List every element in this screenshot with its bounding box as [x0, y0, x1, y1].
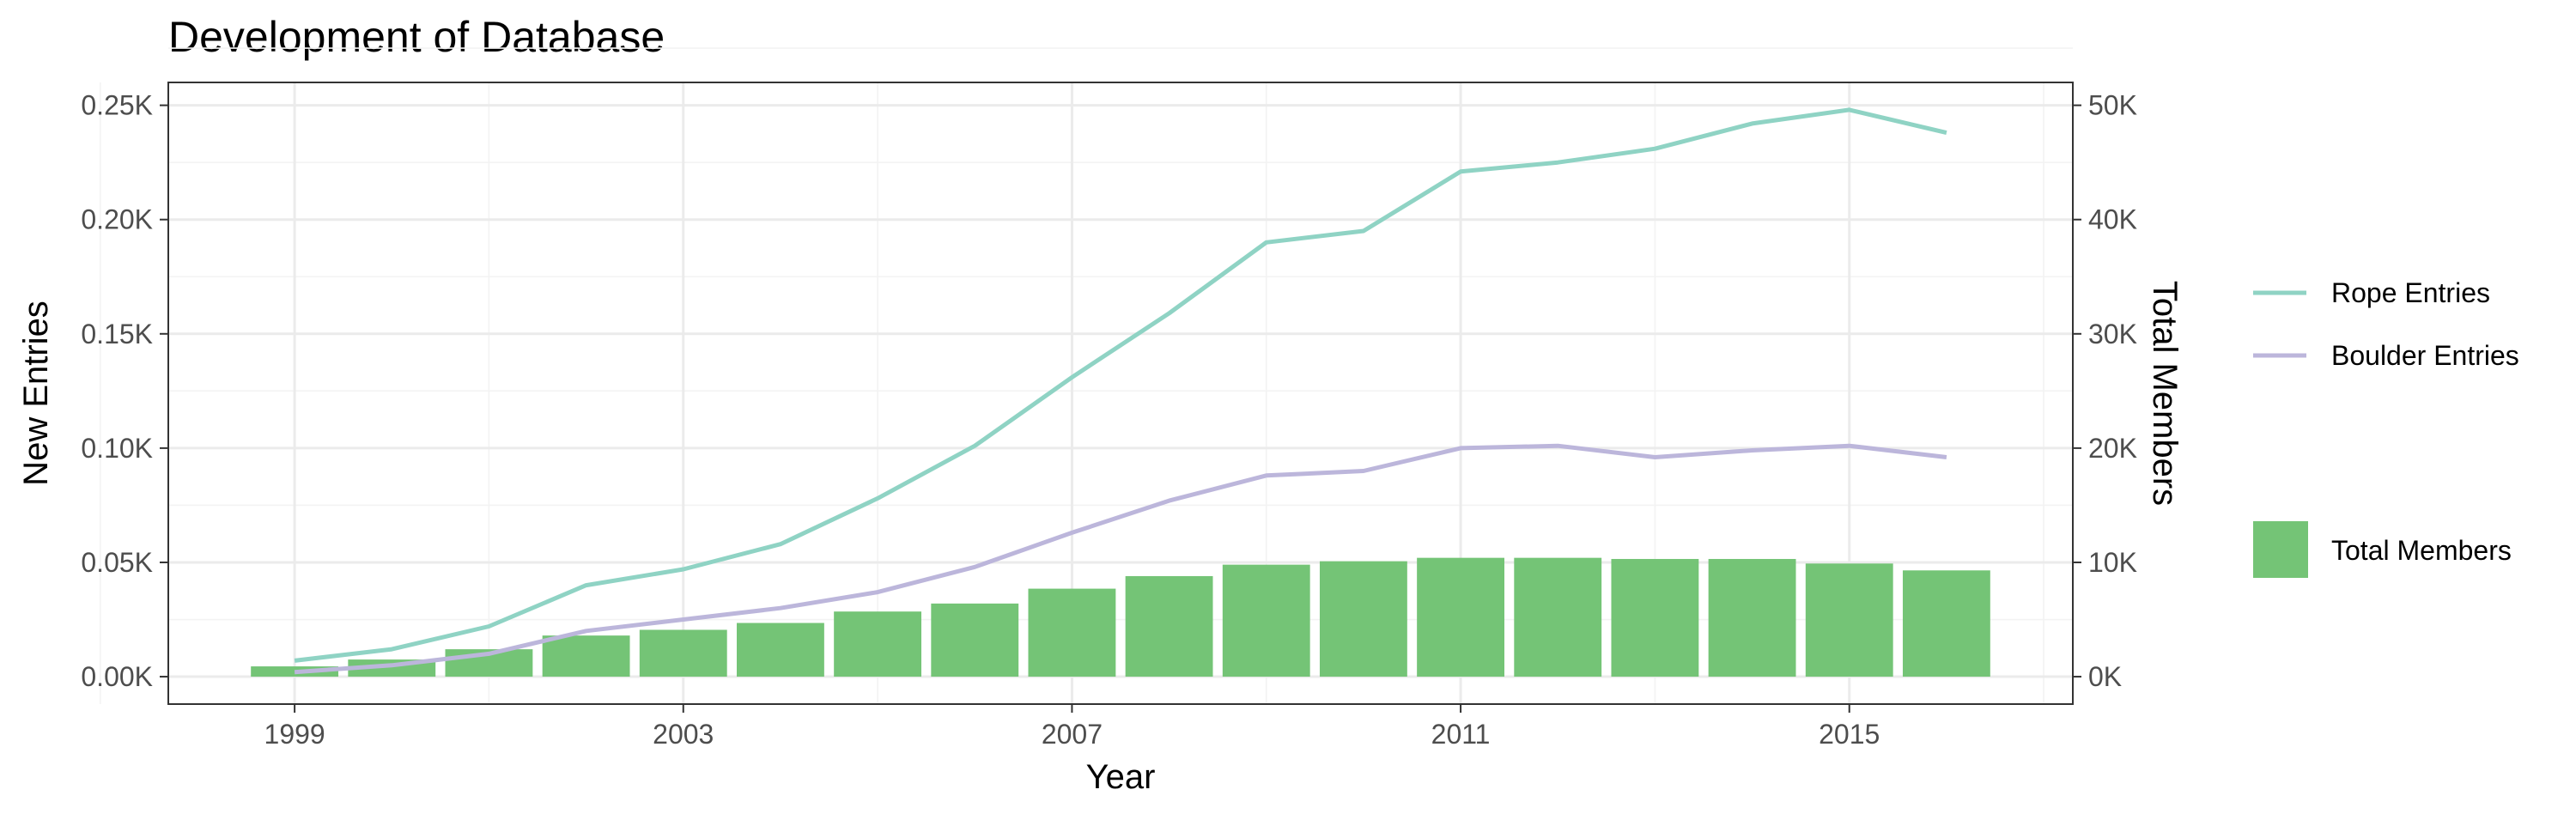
line-boulder-entries — [294, 443, 1947, 675]
x-tick-label: 1999 — [264, 719, 325, 750]
bar-total-members-2008 — [1125, 575, 1213, 677]
y2-tick-label: 40K — [2088, 204, 2137, 235]
y-tick-label: 0.00K — [81, 661, 153, 692]
plot-panel-border — [167, 82, 2074, 705]
bar-total-members-2012 — [1514, 557, 1602, 677]
y2-axis-title: Total Members — [2146, 281, 2184, 506]
y-tick-label: 0.15K — [81, 319, 153, 349]
bar-total-members-2003 — [639, 629, 727, 677]
bars — [251, 557, 1990, 677]
y-tick-label: 0.05K — [81, 547, 153, 578]
y2-tick-label: 20K — [2088, 433, 2137, 464]
x-axis-title: Year — [1086, 758, 1156, 796]
x-tick-label: 2003 — [653, 719, 714, 750]
legend: Rope Entries Boulder Entries Total Membe… — [2253, 277, 2519, 578]
bar-total-members-2004 — [737, 623, 824, 677]
bar-total-members-2007 — [1028, 588, 1116, 677]
bar-total-members-2011 — [1417, 557, 1504, 677]
x-tick-label: 2015 — [1819, 719, 1880, 750]
y2-tick-label: 0K — [2088, 661, 2122, 692]
bar-total-members-2010 — [1319, 561, 1407, 677]
y2-tick-label: 50K — [2088, 90, 2137, 121]
bar-total-members-2015 — [1805, 563, 1893, 677]
legend-label-total-members: Total Members — [2331, 535, 2512, 566]
y-axis-title: New Entries — [17, 301, 55, 486]
y2-tick-label: 30K — [2088, 319, 2137, 349]
legend-label-boulder-entries: Boulder Entries — [2331, 340, 2519, 371]
y-tick-label: 0.20K — [81, 204, 153, 235]
bar-total-members-2005 — [834, 611, 922, 677]
axes: 0.00K 0.05K 0.10K 0.15K 0.20K 0.25K 0K 10K 20K 30… — [81, 90, 2137, 750]
legend-key-total-members — [2253, 521, 2308, 578]
series-lines — [294, 107, 1947, 675]
bar-total-members-2013 — [1611, 558, 1699, 677]
x-tick-label: 2011 — [1431, 719, 1491, 750]
legend-label-rope-entries: Rope Entries — [2331, 277, 2490, 308]
bar-total-members-2009 — [1222, 564, 1310, 677]
bar-total-members-2016 — [1902, 570, 1990, 677]
line-rope-entries — [294, 107, 1947, 663]
x-tick-label: 2007 — [1042, 719, 1103, 750]
bar-total-members-2002 — [542, 635, 630, 677]
y-tick-label: 0.10K — [81, 433, 153, 464]
y-tick-label: 0.25K — [81, 90, 153, 121]
y2-tick-label: 10K — [2088, 547, 2137, 578]
chart-title: Development of Database — [168, 13, 665, 61]
bar-total-members-2006 — [931, 603, 1019, 677]
bar-total-members-2014 — [1708, 558, 1796, 677]
